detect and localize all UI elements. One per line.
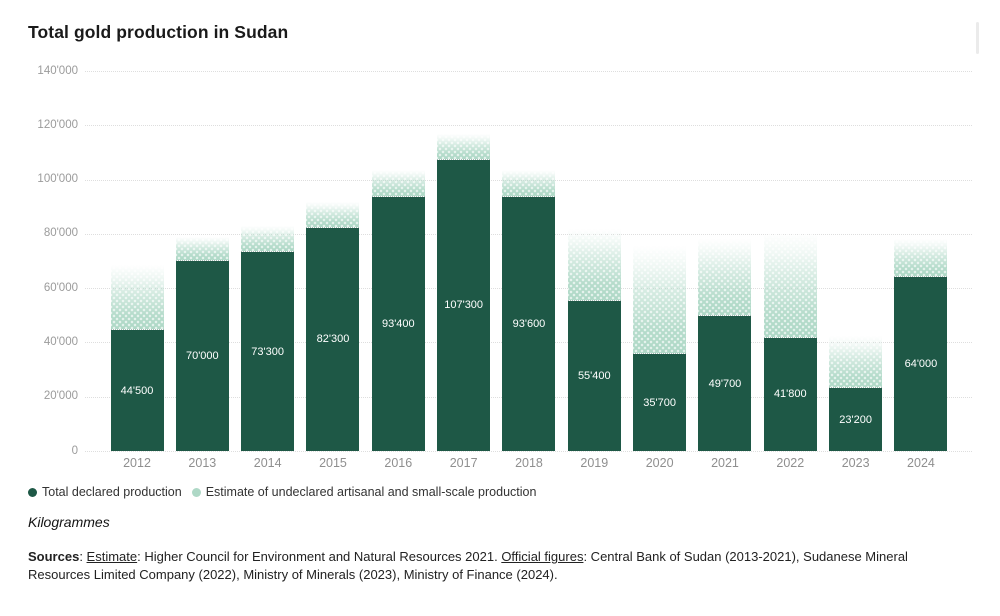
sources-text-segment: : Central Bank of Sudan (2013-2021), Sud… xyxy=(28,549,908,582)
bar-estimate-2016[interactable] xyxy=(371,170,425,198)
sources-text-segment: : Higher Council for Environment and Nat… xyxy=(137,549,502,564)
bar-declared-2023[interactable]: 23'200 xyxy=(829,388,883,451)
x-axis-tick-label-2017: 2017 xyxy=(449,456,478,470)
bar-value-label: 64'000 xyxy=(904,358,938,371)
legend-label-estimate: Estimate of undeclared artisanal and sma… xyxy=(205,485,537,499)
bar-value-label: 44'500 xyxy=(120,384,154,397)
bar-declared-2014[interactable]: 73'300 xyxy=(241,252,295,451)
estimate-swatch-icon xyxy=(191,487,201,497)
x-axis-tick-label-2024: 2024 xyxy=(907,456,935,470)
bar-estimate-2012[interactable] xyxy=(110,265,164,331)
x-axis-tick-label-2021: 2021 xyxy=(711,456,739,470)
bar-estimate-2022[interactable] xyxy=(763,234,817,338)
bar-value-label: 70'000 xyxy=(185,350,219,362)
bar-estimate-2020[interactable] xyxy=(633,245,687,355)
bar-declared-2016[interactable]: 93'400 xyxy=(371,197,425,451)
bar-declared-2024[interactable]: 64'000 xyxy=(894,277,948,451)
x-axis-tick-label-2014: 2014 xyxy=(253,456,282,470)
y-axis-tick-label: 20'000 xyxy=(43,390,78,403)
gridline-0 xyxy=(85,451,972,452)
bar-declared-2013[interactable]: 70'000 xyxy=(175,261,229,451)
gridline-120000 xyxy=(85,125,972,127)
x-axis-tick-label-2015: 2015 xyxy=(319,456,347,470)
legend-item-declared: Total declared production xyxy=(28,485,182,499)
bar-estimate-2019[interactable] xyxy=(567,228,621,301)
bar-declared-2021[interactable]: 49'700 xyxy=(698,316,752,451)
sources-text-segment: Estimate xyxy=(86,549,138,564)
sources-text-segment: Official figures xyxy=(501,549,584,564)
bar-declared-2015[interactable]: 82'300 xyxy=(306,227,360,451)
page-title: Total gold production in Sudan xyxy=(28,22,289,42)
bar-declared-2020[interactable]: 35'700 xyxy=(633,354,687,451)
y-axis-tick-label: 40'000 xyxy=(43,335,78,348)
bar-value-label: 35'700 xyxy=(643,396,676,409)
scrollbar-thumb[interactable] xyxy=(976,22,979,54)
y-axis-tick-label: 100'000 xyxy=(37,173,78,186)
bar-value-label: 107'300 xyxy=(444,299,484,312)
bar-value-label: 23'200 xyxy=(839,413,872,426)
declared-swatch-icon xyxy=(28,487,37,497)
legend: Total declared production Estimate of un… xyxy=(28,485,536,499)
bar-value-label: 73'300 xyxy=(251,345,284,358)
gridline-140000 xyxy=(85,71,972,72)
bar-value-label: 93'400 xyxy=(381,318,415,331)
sources-text-segment: : xyxy=(79,549,87,564)
bar-value-label: 41'800 xyxy=(773,388,807,401)
unit-label: Kilogrammes xyxy=(28,514,110,530)
x-axis-tick-label-2013: 2013 xyxy=(188,456,217,470)
x-axis-tick-label-2018: 2018 xyxy=(515,456,543,470)
bar-declared-2022[interactable]: 41'800 xyxy=(763,337,817,451)
sources-note: Sources: Estimate: Higher Council for En… xyxy=(28,548,973,583)
bar-declared-2017[interactable]: 107'300 xyxy=(437,159,491,451)
y-axis-tick-label: 60'000 xyxy=(43,281,78,294)
bar-declared-2018[interactable]: 93'600 xyxy=(502,196,556,451)
x-axis-tick-label-2022: 2022 xyxy=(776,456,805,470)
bar-value-label: 49'700 xyxy=(708,377,742,390)
y-axis-tick-label: 120'000 xyxy=(37,118,78,131)
bar-estimate-2013[interactable] xyxy=(175,236,229,261)
bar-declared-2012[interactable]: 44'500 xyxy=(110,330,164,451)
x-axis-tick-label-2012: 2012 xyxy=(123,456,151,470)
x-axis-tick-label-2020: 2020 xyxy=(645,456,674,470)
x-axis-tick-label-2019: 2019 xyxy=(580,456,609,470)
bar-declared-2019[interactable]: 55'400 xyxy=(567,300,621,451)
bar-value-label: 82'300 xyxy=(316,333,350,346)
bar-value-label: 55'400 xyxy=(577,369,611,382)
y-axis-tick-label: 0 xyxy=(71,444,78,457)
legend-label-declared: Total declared production xyxy=(42,485,182,499)
bar-value-label: 93'600 xyxy=(512,317,546,330)
x-axis-tick-label-2023: 2023 xyxy=(841,456,870,470)
bar-estimate-2024[interactable] xyxy=(894,239,948,278)
sources-text-segment: Sources xyxy=(28,549,80,564)
y-axis-tick-label: 80'000 xyxy=(43,227,78,240)
bar-estimate-2018[interactable] xyxy=(502,169,556,197)
bar-estimate-2014[interactable] xyxy=(241,226,295,253)
x-axis-tick-label-2016: 2016 xyxy=(384,456,413,470)
bar-estimate-2021[interactable] xyxy=(698,238,752,317)
bar-estimate-2017[interactable] xyxy=(437,133,491,160)
legend-item-estimate: Estimate of undeclared artisanal and sma… xyxy=(191,485,537,499)
y-axis-tick-label: 140'000 xyxy=(37,64,78,77)
bar-estimate-2015[interactable] xyxy=(306,201,360,228)
bar-estimate-2023[interactable] xyxy=(829,336,883,389)
